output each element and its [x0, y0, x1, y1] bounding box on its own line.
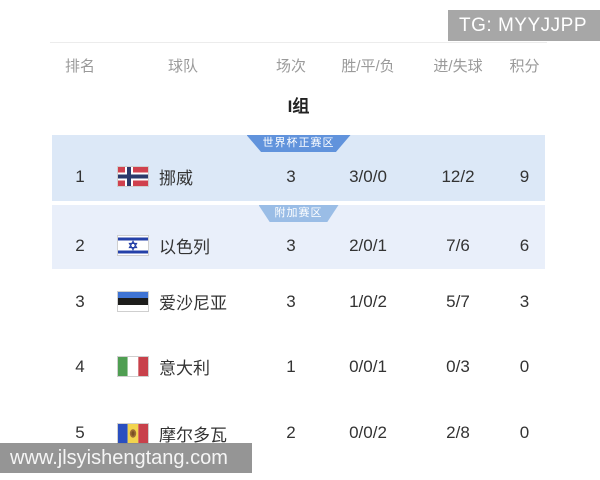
goals-cell: 7/6 [446, 235, 470, 255]
played-cell: 2 [286, 423, 296, 442]
team-name: 意大利 [159, 359, 210, 378]
top-divider [50, 42, 547, 43]
wdl-cell: 0/0/2 [349, 423, 387, 442]
badge-wrap: 附加赛区 [52, 205, 545, 222]
israel-flag-icon [117, 235, 149, 256]
norway-flag-icon [117, 166, 149, 187]
moldova-flag-icon [117, 422, 149, 444]
team-cell: 意大利 [108, 354, 258, 379]
website-watermark: www.jlsyishengtang.com [0, 443, 252, 473]
points-cell: 3 [519, 291, 530, 311]
table-row-norway[interactable]: 世界杯正赛区 1 挪威 3 3/0/0 12/2 [52, 135, 545, 201]
column-header-wdl: 胜/平/负 [341, 58, 395, 75]
team-name: 挪威 [159, 169, 193, 188]
estonia-flag-icon [117, 291, 149, 312]
column-header-team: 球队 [167, 58, 198, 75]
row-main: 2 以色列 3 2/0/1 7/6 6 [52, 222, 545, 269]
rank-cell: 3 [75, 291, 85, 311]
badge-wrap: 世界杯正赛区 [52, 135, 545, 152]
world-cup-zone-badge: 世界杯正赛区 [246, 135, 351, 152]
team-name: 以色列 [159, 238, 210, 257]
row-main: 1 挪威 3 3/0/0 12/2 9 [52, 152, 545, 201]
column-header-goals: 进/失球 [433, 58, 483, 75]
table-header-row: 排名 球队 场次 胜/平/负 进/失球 积分 [52, 55, 545, 76]
playoff-zone-badge: 附加赛区 [258, 205, 339, 222]
wdl-cell: 3/0/0 [349, 166, 387, 186]
table-row-estonia[interactable]: 3 爱沙尼亚 3 1/0/2 5/7 3 [52, 269, 545, 334]
column-header-played: 场次 [275, 58, 306, 75]
goals-cell: 5/7 [446, 291, 470, 311]
goals-cell: 12/2 [441, 166, 475, 186]
wdl-cell: 2/0/1 [349, 235, 387, 255]
played-cell: 3 [286, 166, 296, 186]
goals-cell: 0/3 [446, 356, 470, 376]
played-cell: 3 [286, 291, 296, 311]
team-name: 摩尔多瓦 [159, 425, 227, 445]
table-row-moldova[interactable]: 5 摩尔多瓦 2 0/0/2 2/8 0 [52, 399, 545, 467]
rank-cell: 5 [75, 423, 85, 442]
group-title: I组 [287, 97, 310, 116]
wdl-cell: 0/0/1 [349, 356, 387, 376]
goals-cell: 2/8 [446, 423, 470, 442]
italy-flag-icon [117, 356, 149, 377]
tg-watermark-badge: TG: MYYJJPP [448, 10, 600, 41]
team-cell: 摩尔多瓦 [108, 421, 258, 446]
points-cell: 6 [519, 235, 530, 255]
team-name: 爱沙尼亚 [159, 294, 227, 313]
standings-rows: 世界杯正赛区 1 挪威 3 3/0/0 12/2 [52, 135, 545, 467]
column-header-points: 积分 [509, 58, 540, 75]
rank-cell: 4 [75, 356, 85, 376]
points-cell: 0 [519, 356, 530, 376]
table-row-italy[interactable]: 4 意大利 1 0/0/1 0/3 0 [52, 334, 545, 399]
wdl-cell: 1/0/2 [349, 291, 387, 311]
rank-cell: 1 [75, 166, 85, 186]
row-main: 3 爱沙尼亚 3 1/0/2 5/7 3 [52, 269, 545, 334]
column-header-rank: 排名 [64, 58, 95, 75]
rank-cell: 2 [75, 235, 85, 255]
played-cell: 1 [286, 356, 296, 376]
table-row-israel[interactable]: 附加赛区 2 以色列 3 2/0/1 7/6 [52, 205, 545, 269]
team-cell: 以色列 [108, 233, 258, 258]
points-cell: 9 [519, 166, 530, 186]
row-main: 4 意大利 1 0/0/1 0/3 0 [52, 334, 545, 399]
played-cell: 3 [286, 235, 296, 255]
team-cell: 挪威 [108, 164, 258, 189]
team-cell: 爱沙尼亚 [108, 289, 258, 314]
points-cell: 0 [519, 423, 530, 442]
row-main: 5 摩尔多瓦 2 0/0/2 2/8 0 [52, 399, 545, 467]
